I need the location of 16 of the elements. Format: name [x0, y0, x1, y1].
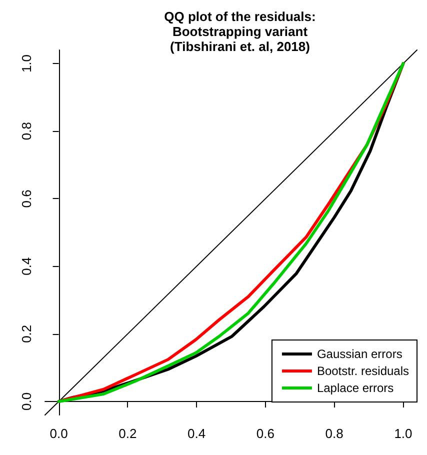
y-tick-label: 0.0 — [19, 392, 34, 411]
x-tick-label: 1.0 — [394, 426, 412, 441]
x-tick-label: 0.8 — [325, 426, 344, 441]
legend-label: Gaussian errors — [316, 347, 402, 361]
y-tick-label: 1.0 — [19, 54, 34, 73]
x-tick-label: 0.2 — [118, 426, 137, 441]
chart-title: QQ plot of the residuals: Bootstrapping variant (Tibshirani et. al, 2018) — [164, 9, 316, 54]
y-tick-label: 0.8 — [19, 122, 34, 140]
x-tick-label: 0.4 — [188, 426, 206, 441]
x-tick-label: 0.6 — [256, 426, 274, 441]
x-tick-label: 0.0 — [50, 426, 68, 441]
y-tick-label: 0.4 — [19, 257, 34, 276]
y-tick-label: 0.6 — [19, 190, 34, 208]
legend-label: Bootstr. residuals — [316, 364, 409, 378]
y-tick-label: 0.2 — [19, 324, 34, 343]
legend-label: Laplace errors — [316, 381, 394, 395]
